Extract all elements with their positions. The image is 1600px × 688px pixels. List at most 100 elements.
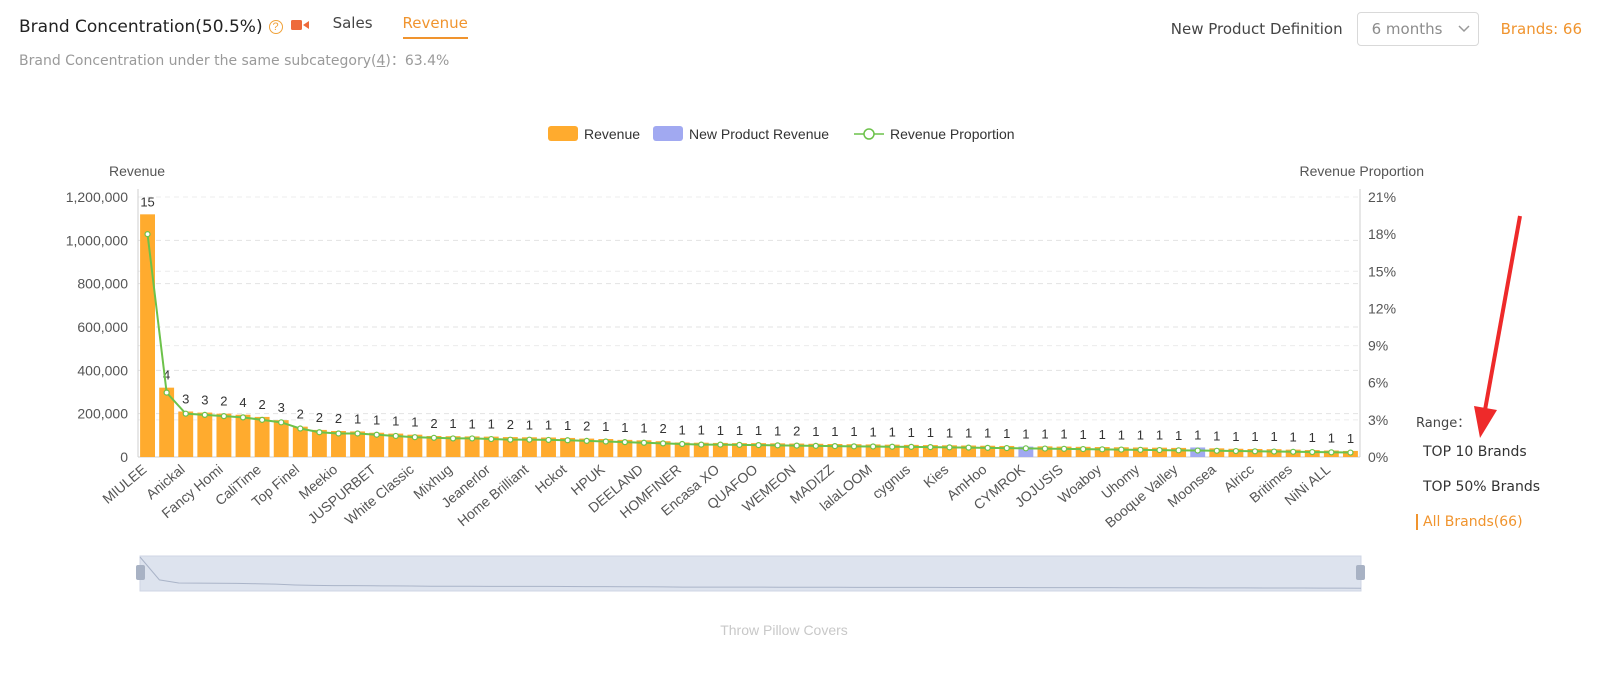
- proportion-point: [316, 429, 323, 436]
- revenue-bar: [846, 444, 862, 457]
- product-count-label: 1: [564, 418, 571, 433]
- proportion-point: [297, 425, 304, 432]
- proportion-point: [507, 436, 514, 443]
- product-count-label: 1: [621, 420, 628, 435]
- proportion-point: [163, 389, 170, 396]
- product-count-label: 1: [1080, 427, 1087, 442]
- product-count-label: 1: [469, 416, 476, 431]
- product-count-label: 1: [717, 423, 724, 438]
- product-count-label: 2: [659, 421, 666, 436]
- proportion-point: [220, 413, 228, 420]
- revenue-bar: [445, 436, 461, 457]
- revenue-bar: [732, 443, 747, 457]
- product-count-label: 1: [411, 415, 418, 430]
- proportion-point: [1270, 448, 1278, 455]
- new-product-period-select[interactable]: 6 months: [1356, 12, 1479, 46]
- proportion-point: [201, 411, 208, 419]
- subcategory-count-link[interactable]: 4: [376, 53, 386, 69]
- proportion-point: [373, 431, 380, 438]
- revenue-bar: [254, 416, 270, 457]
- product-count-label: 1: [755, 423, 762, 438]
- product-count-label: 1: [1060, 427, 1067, 442]
- proportion-point: [392, 432, 399, 440]
- zoom-handle-left: [136, 565, 145, 580]
- new-product-definition-label: New Product Definition: [1170, 20, 1343, 38]
- product-count-label: 1: [869, 424, 876, 439]
- product-count-label: 1: [640, 420, 647, 435]
- new-product-bar: [1018, 446, 1034, 457]
- proportion-point: [602, 438, 609, 445]
- product-count-label: 1: [698, 423, 705, 438]
- proportion-point: [870, 443, 877, 450]
- x-tick-label: Hckot: [532, 461, 570, 496]
- red-arrow-annotation: [1474, 215, 1522, 438]
- proportion-point: [965, 444, 972, 451]
- proportion-point: [812, 442, 819, 449]
- revenue-bar: [426, 435, 442, 457]
- select-value: 6 months: [1371, 20, 1443, 38]
- revenue-bar: [140, 214, 155, 457]
- question-circle-icon[interactable]: ?: [268, 19, 283, 34]
- y-tick-right: 21%: [1368, 189, 1396, 205]
- revenue-bar: [407, 434, 423, 457]
- tab-bar: Sales Revenue: [333, 14, 498, 39]
- revenue-bar: [560, 437, 576, 457]
- product-count-label: 1: [1137, 427, 1144, 442]
- product-count-label: 4: [163, 368, 170, 383]
- proportion-point: [1290, 448, 1297, 455]
- revenue-bar: [942, 445, 957, 457]
- revenue-bar: [617, 439, 633, 457]
- product-count-label: 1: [1003, 426, 1010, 441]
- product-count-label: 1: [1099, 427, 1106, 442]
- revenue-bar: [655, 441, 671, 457]
- range-option-all[interactable]: All Brands(66): [1416, 514, 1540, 530]
- range-option-top10[interactable]: TOP 10 Brands: [1423, 444, 1527, 460]
- revenue-bar: [311, 429, 327, 457]
- revenue-bar: [903, 444, 919, 457]
- revenue-bar: [999, 445, 1015, 457]
- brands-count: Brands: 66: [1500, 20, 1582, 38]
- legend-swatch-revenue: [548, 126, 578, 141]
- range-option-top50[interactable]: TOP 50% Brands: [1423, 479, 1541, 495]
- proportion-point: [1347, 449, 1354, 456]
- product-count-label: 1: [545, 418, 552, 433]
- product-count-label: 1: [908, 425, 915, 440]
- product-count-label: 1: [946, 425, 953, 440]
- header-right: New Product Definition 6 months Brands: …: [1171, 12, 1582, 46]
- tab-sales[interactable]: Sales: [332, 14, 373, 32]
- x-tick-label: Kies: [920, 461, 951, 491]
- chevron-down-icon: [1458, 25, 1470, 33]
- x-tick-label: cygnus: [869, 461, 913, 502]
- proportion-point: [526, 436, 533, 443]
- proportion-point: [430, 434, 438, 441]
- tab-revenue[interactable]: Revenue: [402, 14, 468, 39]
- proportion-point: [640, 439, 648, 446]
- revenue-bar: [197, 412, 213, 457]
- revenue-bar: [216, 413, 232, 457]
- product-count-label: 2: [316, 410, 323, 425]
- product-count-label: 1: [1232, 429, 1239, 444]
- product-count-label: 15: [140, 194, 154, 209]
- product-count-label: 1: [373, 413, 380, 428]
- product-count-label: 1: [1156, 428, 1163, 443]
- product-count-label: 3: [201, 393, 208, 408]
- proportion-point: [239, 414, 247, 421]
- proportion-point: [1137, 446, 1144, 453]
- proportion-point: [831, 443, 839, 450]
- revenue-bar: [865, 444, 881, 457]
- revenue-bar: [693, 442, 709, 457]
- product-count-label: 1: [1328, 431, 1335, 446]
- proportion-point: [984, 444, 991, 451]
- revenue-bar: [388, 433, 404, 457]
- product-count-label: 1: [526, 417, 533, 432]
- y-axis-left-title: Revenue: [109, 163, 165, 179]
- proportion-point: [335, 430, 342, 437]
- proportion-point: [1156, 446, 1163, 454]
- revenue-bar: [636, 440, 652, 457]
- video-camera-icon[interactable]: [290, 18, 309, 36]
- page-title: Brand Concentration(50.5%): [19, 16, 263, 37]
- product-count-label: 1: [1041, 426, 1048, 441]
- product-count-label: 1: [965, 426, 972, 441]
- proportion-point: [564, 437, 571, 444]
- y-tick-right: 12%: [1368, 300, 1396, 316]
